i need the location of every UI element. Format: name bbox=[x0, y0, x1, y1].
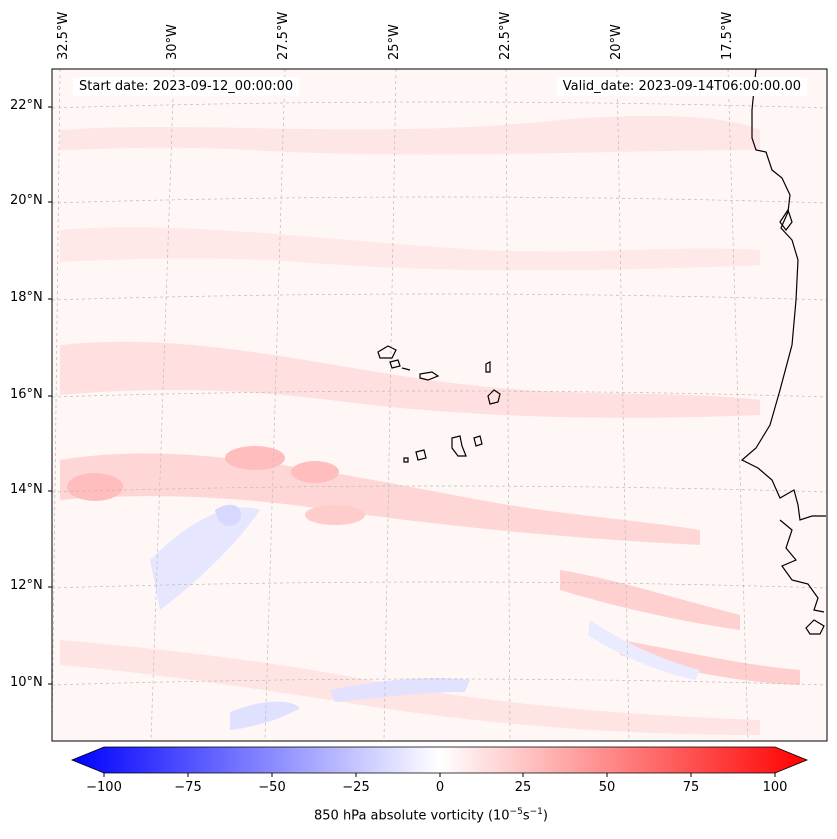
vorticity-minimum bbox=[230, 701, 300, 730]
lon-label: 30°W bbox=[165, 24, 180, 60]
vorticity-band bbox=[60, 227, 760, 271]
vorticity-band bbox=[60, 453, 700, 545]
colorbar-ticks bbox=[103, 773, 776, 777]
cape-verde-island bbox=[419, 371, 440, 381]
vorticity-band bbox=[60, 341, 760, 418]
lat-label: 20°N bbox=[10, 193, 43, 208]
lon-gridline bbox=[616, 69, 630, 741]
vorticity-minimum bbox=[588, 620, 700, 680]
vorticity-minimum bbox=[150, 507, 260, 610]
lon-gridline bbox=[52, 69, 61, 741]
cape-verde-island bbox=[377, 345, 397, 359]
africa-coastline bbox=[805, 619, 825, 635]
lat-gridline bbox=[52, 485, 827, 493]
lat-label: 16°N bbox=[10, 387, 43, 402]
colorbar-tick-label: 0 bbox=[435, 780, 445, 795]
lon-gridline bbox=[383, 69, 397, 741]
vorticity-maximum bbox=[225, 446, 285, 470]
colorbar-tick-label: −25 bbox=[342, 780, 370, 795]
lat-ticks bbox=[48, 106, 52, 685]
map-frame bbox=[51, 68, 828, 742]
vorticity-band bbox=[60, 640, 760, 735]
lon-gridline bbox=[150, 69, 175, 741]
cape-verde-island bbox=[487, 389, 501, 405]
coastlines bbox=[377, 69, 826, 635]
vorticity-field bbox=[52, 69, 827, 741]
lat-label: 14°N bbox=[10, 482, 43, 497]
cape-verde-island bbox=[451, 435, 467, 457]
colorbar bbox=[70, 746, 809, 777]
lat-label: 22°N bbox=[10, 98, 43, 113]
colorbar-tick-label: −100 bbox=[86, 780, 122, 795]
lon-gridline bbox=[264, 69, 286, 741]
lon-label: 25°W bbox=[387, 24, 402, 60]
vorticity-maximum bbox=[67, 473, 123, 501]
lon-label: 32.5°W bbox=[56, 11, 71, 60]
lat-gridline bbox=[52, 293, 827, 301]
lat-label: 12°N bbox=[10, 578, 43, 593]
lat-label: 10°N bbox=[10, 675, 43, 690]
africa-coastline bbox=[740, 69, 826, 521]
lat-gridline bbox=[52, 678, 827, 686]
colorbar-tick-label: 50 bbox=[598, 780, 616, 795]
vorticity-band bbox=[620, 640, 800, 685]
valid-date-label: Valid_date: 2023-09-14T06:00:00.00 bbox=[556, 77, 807, 96]
vorticity-maximum bbox=[305, 505, 365, 525]
vorticity-band bbox=[60, 115, 760, 155]
lon-label: 27.5°W bbox=[276, 11, 291, 60]
cape-verde-island bbox=[485, 361, 491, 373]
lat-gridline bbox=[52, 196, 827, 204]
vorticity-maximum bbox=[291, 461, 339, 483]
africa-coastline bbox=[779, 208, 793, 231]
vorticity-band bbox=[560, 570, 740, 630]
colorbar-label: 850 hPa absolute vorticity (10−5s−1) bbox=[314, 807, 548, 824]
cape-verde-island bbox=[473, 435, 483, 447]
cape-verde-island bbox=[389, 359, 401, 369]
colorbar-tick-label: −75 bbox=[174, 780, 202, 795]
cape-verde-island bbox=[401, 367, 411, 371]
colorbar-tick-label: −50 bbox=[258, 780, 286, 795]
colorbar-bar bbox=[70, 746, 809, 774]
colorbar-tick-label: 75 bbox=[682, 780, 700, 795]
africa-coastline bbox=[779, 519, 825, 613]
lon-gridline bbox=[505, 69, 511, 741]
lat-label: 18°N bbox=[10, 290, 43, 305]
lon-gridline bbox=[727, 69, 749, 741]
cape-verde-island bbox=[415, 449, 427, 461]
gridlines bbox=[52, 69, 827, 741]
colorbar-tick-label: 25 bbox=[514, 780, 532, 795]
lat-gridline bbox=[52, 101, 827, 109]
lon-label: 20°W bbox=[609, 24, 624, 60]
start-date-label: Start date: 2023-09-12_00:00:00 bbox=[73, 77, 300, 96]
vorticity-minimum bbox=[215, 504, 241, 526]
lon-label: 17.5°W bbox=[720, 11, 735, 60]
lat-gridline bbox=[52, 581, 827, 589]
cape-verde-island bbox=[403, 457, 409, 463]
vorticity-minimum bbox=[330, 678, 470, 702]
colorbar-tick-label: 100 bbox=[762, 780, 788, 795]
lon-label: 22.5°W bbox=[498, 11, 513, 60]
